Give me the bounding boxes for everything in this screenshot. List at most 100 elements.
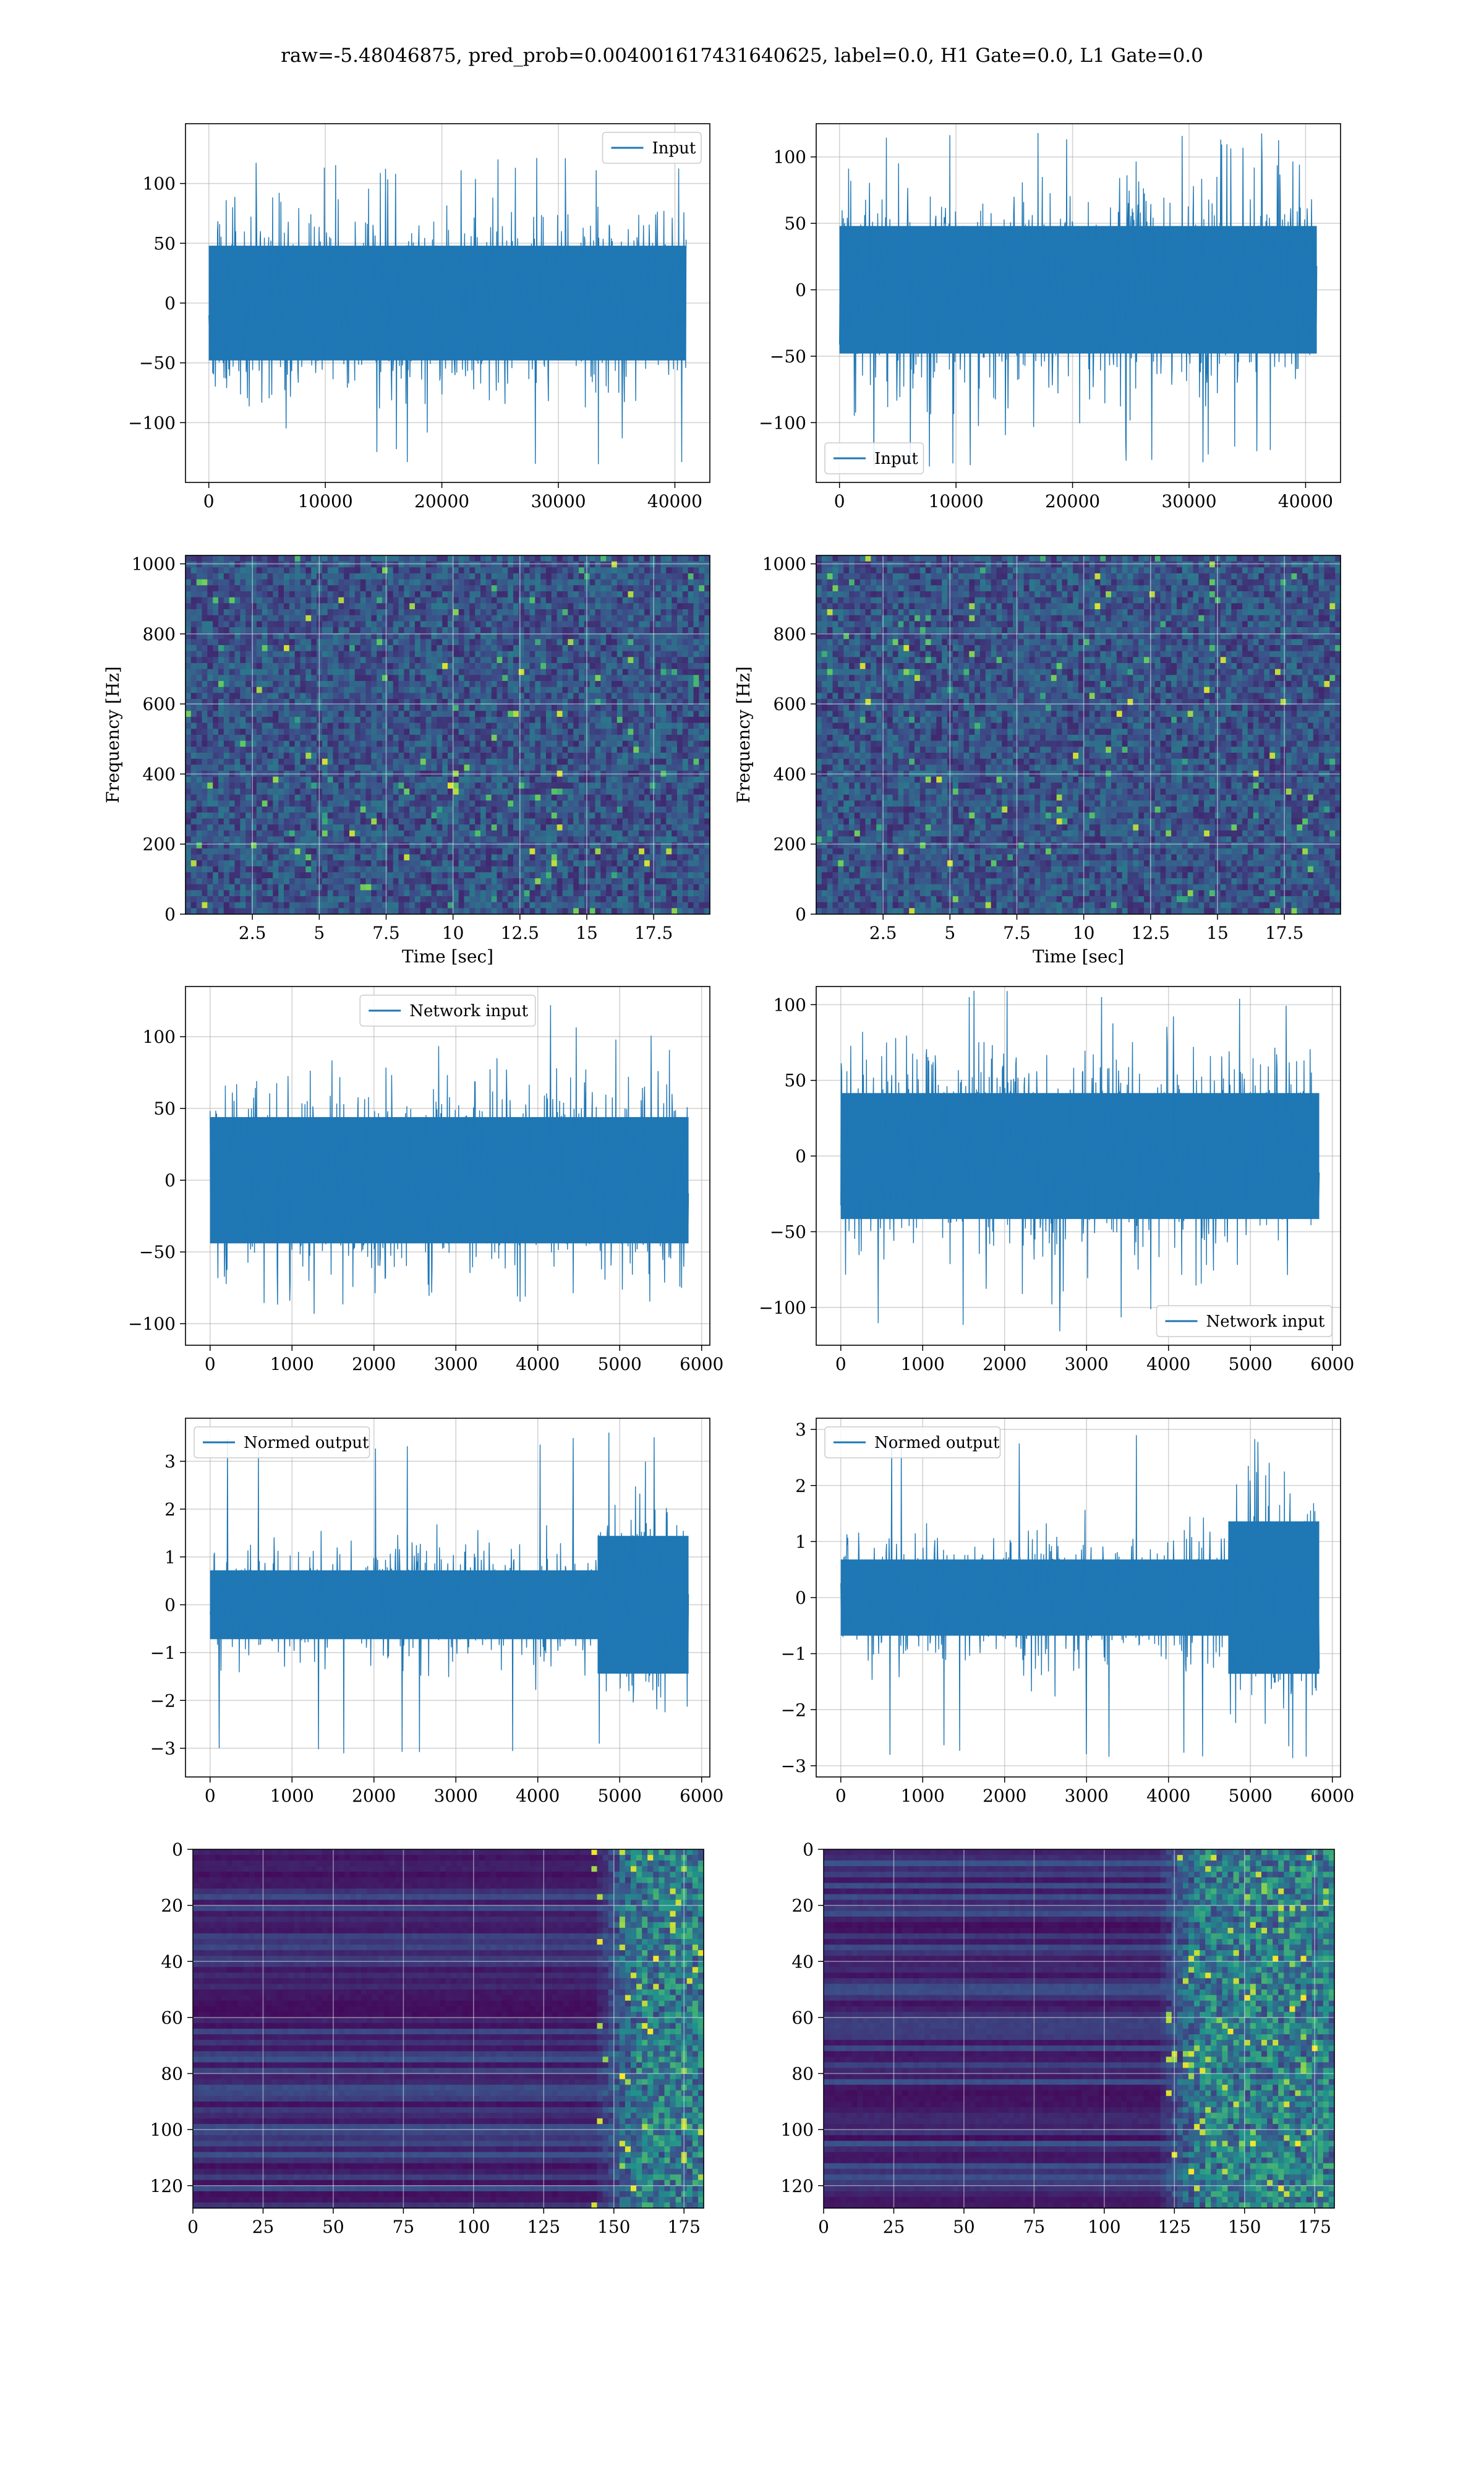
heatmap-cell	[240, 717, 246, 724]
heatmap-cell	[453, 836, 459, 843]
heatmap-cell	[415, 579, 421, 586]
heatmap-cell	[568, 555, 574, 562]
heatmap-cell	[616, 609, 623, 616]
heatmap-cell	[666, 747, 672, 753]
heatmap-cell	[551, 758, 558, 765]
heatmap-cell	[672, 740, 678, 747]
heatmap-cell	[437, 693, 443, 700]
heatmap-cell	[365, 633, 372, 640]
heatmap-cell	[672, 585, 678, 592]
heatmap-cell	[190, 812, 197, 819]
heatmap-cell	[644, 842, 650, 849]
heatmap-cell	[568, 615, 574, 622]
heatmap-cell	[639, 633, 645, 640]
heatmap-cell	[234, 693, 241, 700]
heatmap-cell	[190, 585, 197, 592]
heatmap-cell	[644, 585, 650, 592]
heatmap-cell	[322, 824, 328, 831]
heatmap-cell	[273, 753, 279, 760]
heatmap-cell	[693, 681, 699, 688]
heatmap-cell	[595, 669, 601, 675]
heatmap-cell	[387, 669, 394, 675]
heatmap-cell	[333, 579, 339, 586]
heatmap-cell	[251, 740, 257, 747]
heatmap-cell	[338, 639, 344, 646]
heatmap-cell	[437, 663, 443, 670]
heatmap-cell	[360, 776, 367, 783]
heatmap-cell	[448, 722, 454, 729]
heatmap-cell	[196, 722, 203, 729]
heatmap-cell	[589, 812, 596, 819]
heatmap-cell	[404, 794, 410, 801]
heatmap-cell	[218, 812, 224, 819]
y-tick-label: 0	[164, 293, 176, 314]
heatmap-cell	[600, 657, 607, 664]
heatmap-cell	[513, 645, 519, 652]
heatmap-cell	[666, 854, 672, 861]
heatmap-cell	[234, 753, 241, 760]
heatmap-cell	[573, 645, 579, 652]
heatmap-cell	[682, 645, 689, 652]
heatmap-cell	[513, 573, 519, 580]
heatmap-cell	[672, 567, 678, 574]
heatmap-cell	[704, 800, 710, 807]
heatmap-cell	[579, 771, 585, 777]
heatmap-cell	[704, 729, 710, 735]
heatmap-cell	[655, 807, 662, 813]
heatmap-cell	[278, 782, 284, 789]
heatmap-cell	[546, 753, 552, 760]
heatmap-cell	[387, 609, 394, 616]
heatmap-cell	[349, 735, 356, 742]
heatmap-cell	[267, 764, 273, 771]
heatmap-cell	[480, 836, 487, 843]
heatmap-cell	[425, 729, 432, 735]
heatmap-cell	[660, 782, 667, 789]
heatmap-cell	[666, 609, 672, 616]
heatmap-cell	[415, 722, 421, 729]
heatmap-cell	[360, 699, 367, 706]
heatmap-cell	[360, 836, 367, 843]
heatmap-cell	[688, 812, 694, 819]
heatmap-cell	[338, 747, 344, 753]
heatmap-cell	[540, 794, 547, 801]
heatmap-cell	[535, 609, 541, 616]
heatmap-cell	[289, 645, 296, 652]
heatmap-cell	[628, 854, 634, 861]
heatmap-cell	[190, 758, 197, 765]
heatmap-cell	[704, 830, 710, 837]
heatmap-cell	[672, 615, 678, 622]
heatmap-cell	[704, 699, 710, 706]
heatmap-cell	[655, 758, 662, 765]
heatmap-cell	[568, 687, 574, 693]
heatmap-cell	[365, 681, 372, 688]
heatmap-cell	[655, 555, 662, 562]
heatmap-cell	[360, 753, 367, 760]
heatmap-cell	[546, 639, 552, 646]
heatmap-cell	[672, 603, 678, 610]
heatmap-cell	[186, 836, 192, 843]
heatmap-cell	[579, 758, 585, 765]
heatmap-cell	[190, 740, 197, 747]
heatmap-cell	[294, 615, 301, 622]
heatmap-cell	[491, 633, 498, 640]
heatmap-cell	[371, 633, 377, 640]
heatmap-cell	[672, 573, 678, 580]
heatmap-cell	[469, 794, 475, 801]
heatmap-cell	[256, 591, 263, 598]
heatmap-cell	[704, 597, 710, 604]
heatmap-cell	[387, 848, 394, 855]
heatmap-cell	[453, 812, 459, 819]
heatmap-cell	[305, 597, 312, 604]
heatmap-cell	[284, 735, 290, 742]
heatmap-cell	[644, 669, 650, 675]
heatmap-cell	[431, 597, 437, 604]
heatmap-cell	[420, 639, 427, 646]
heatmap-cell	[305, 603, 312, 610]
heatmap-cell	[234, 794, 241, 801]
heatmap-cell	[448, 776, 454, 783]
heatmap-cell	[377, 800, 383, 807]
heatmap-cell	[535, 842, 541, 849]
heatmap-cell	[612, 675, 618, 682]
heatmap-cell	[431, 573, 437, 580]
heatmap-cell	[251, 699, 257, 706]
